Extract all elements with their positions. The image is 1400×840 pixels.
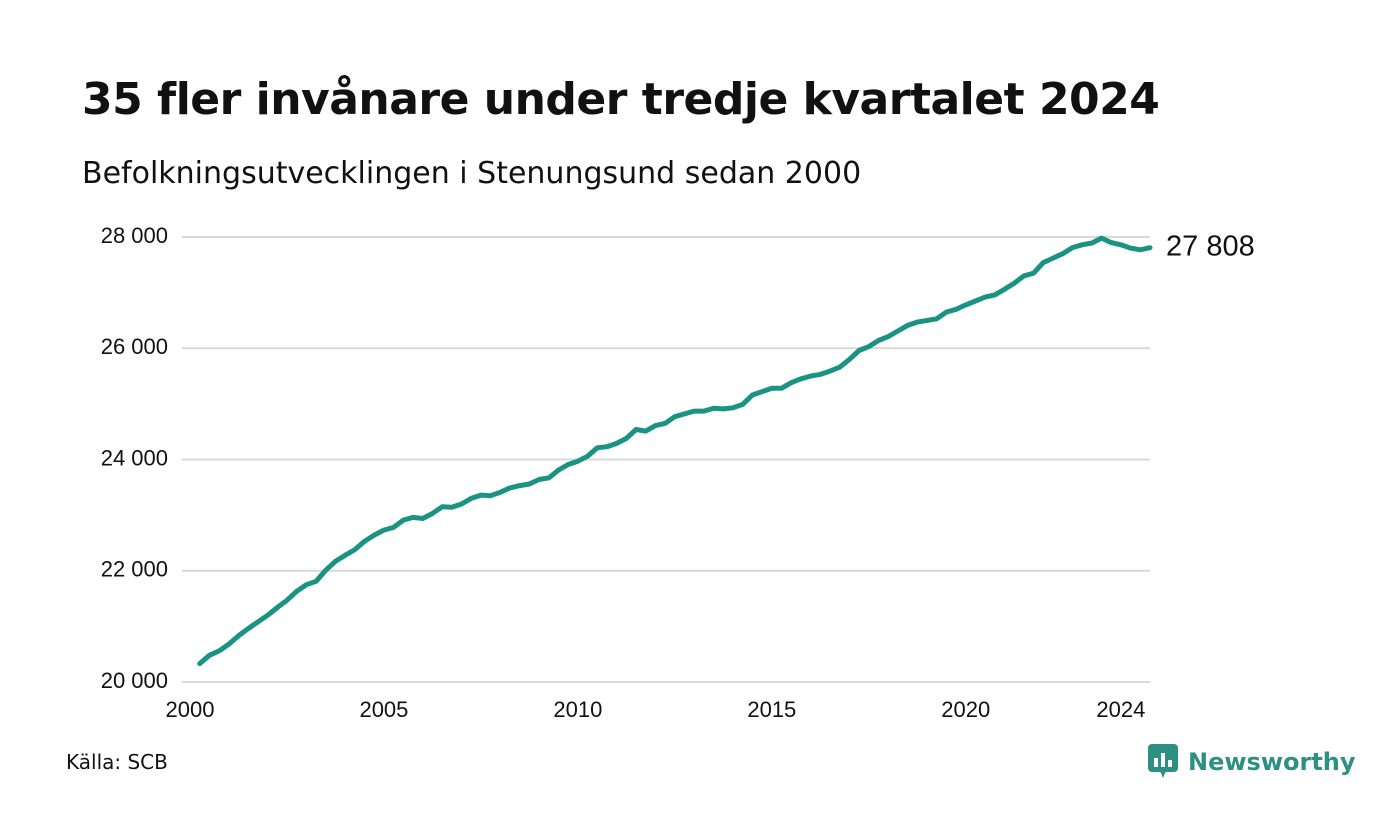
x-axis-tick-labels: 2000 2005 2010 2015 2020 2024 xyxy=(166,697,1146,722)
x-tick-label: 2015 xyxy=(747,697,796,722)
end-value-label: 27 808 xyxy=(1166,230,1255,262)
y-tick-label: 26 000 xyxy=(101,334,168,359)
x-tick-label: 2000 xyxy=(166,697,215,722)
population-series-line xyxy=(197,235,1153,667)
chart-title: 35 fler invånare under tredje kvartalet … xyxy=(82,74,1160,125)
x-tick-label: 2020 xyxy=(941,697,990,722)
y-tick-label: 22 000 xyxy=(101,557,168,582)
brand-logo[interactable]: Newsworthy xyxy=(1148,744,1356,780)
x-tick-label: 2024 xyxy=(1096,697,1145,722)
brand-name: Newsworthy xyxy=(1188,748,1356,776)
newsworthy-logo-icon xyxy=(1148,744,1178,778)
x-tick-label: 2010 xyxy=(553,697,602,722)
y-tick-label: 28 000 xyxy=(101,223,168,248)
y-axis-tick-labels: 20 000 22 000 24 000 26 000 28 000 xyxy=(101,223,168,693)
x-tick-label: 2005 xyxy=(359,697,408,722)
gridlines xyxy=(182,236,1150,683)
source-note: Källa: SCB xyxy=(66,750,168,774)
y-tick-label: 24 000 xyxy=(101,445,168,470)
y-tick-label: 20 000 xyxy=(101,668,168,693)
chart-subtitle: Befolkningsutvecklingen i Stenungsund se… xyxy=(82,156,862,191)
